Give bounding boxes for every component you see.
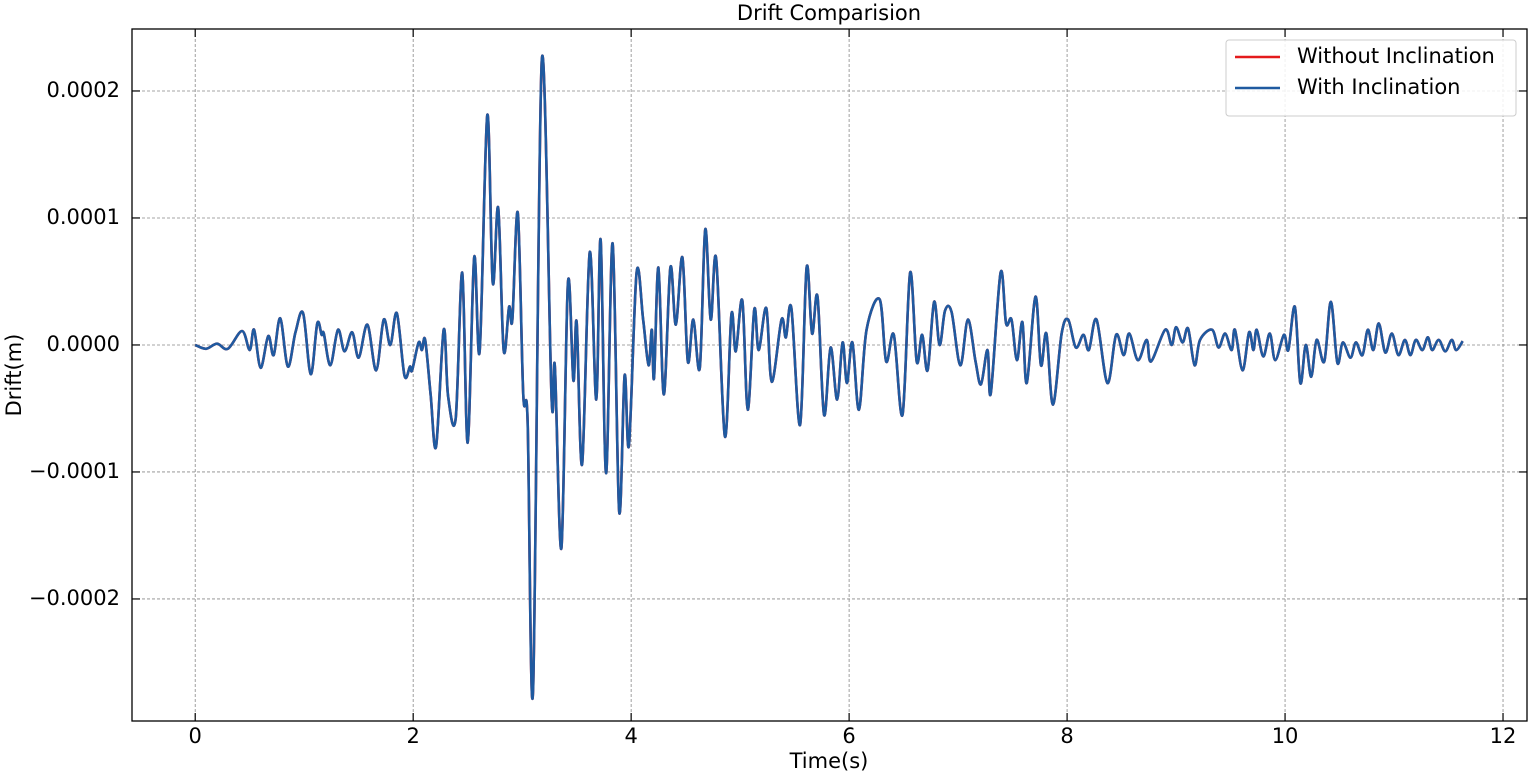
y-tick-label: −0.0001 (29, 459, 120, 483)
x-tick-label: 4 (624, 724, 637, 748)
x-tick-label: 6 (842, 724, 855, 748)
y-tick-label: −0.0002 (29, 586, 120, 610)
x-tick-label: 2 (406, 724, 419, 748)
legend: Without Inclination With Inclination (1225, 39, 1517, 117)
y-axis-label: Drift(m) (2, 334, 26, 417)
legend-label: Without Inclination (1297, 44, 1495, 68)
y-tick-label: 0.0000 (47, 332, 120, 356)
y-tick-label: 0.0001 (47, 205, 120, 229)
chart-title: Drift Comparision (737, 1, 921, 25)
plot-frame (131, 28, 1528, 722)
data-line (194, 54, 1464, 701)
x-tick-label: 12 (1490, 724, 1517, 748)
x-tick-label: 0 (189, 724, 202, 748)
x-tick-label: 10 (1272, 724, 1299, 748)
y-tick-label: 0.0002 (47, 78, 120, 102)
legend-label: With Inclination (1297, 75, 1460, 99)
x-axis-label: Time(s) (789, 749, 869, 773)
x-tick-label: 8 (1060, 724, 1073, 748)
legend-box (1225, 39, 1517, 117)
